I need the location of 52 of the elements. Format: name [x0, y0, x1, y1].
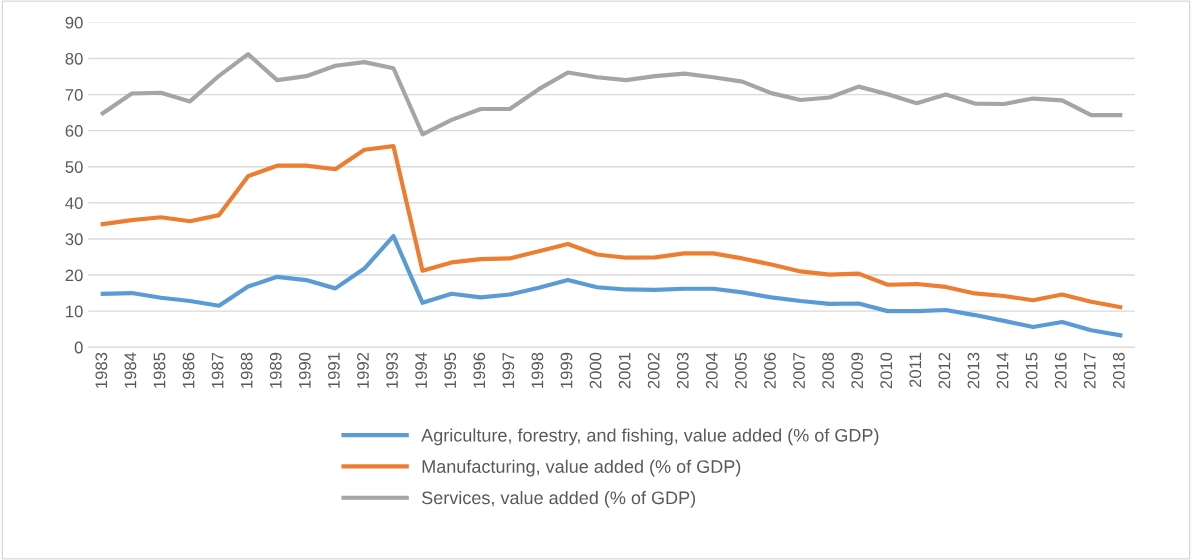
legend-label: Agriculture, forestry, and fishing, value added (% of GDP) — [421, 428, 879, 446]
x-tick-label: 2009 — [851, 352, 864, 389]
line-series — [100, 144, 1123, 310]
y-tick-label: 10 — [66, 305, 83, 318]
x-tick-label: 1996 — [473, 352, 486, 388]
x-tick-label: 1984 — [124, 352, 137, 388]
x-tick-label: 2015 — [1025, 352, 1038, 389]
x-tick-label: 2011 — [909, 352, 922, 388]
line-series — [100, 233, 1123, 338]
x-tick-label: 1988 — [240, 352, 253, 388]
legend-label: Manufacturing, value added (% of GDP) — [422, 459, 741, 477]
x-tick-label: 1986 — [182, 352, 195, 388]
y-tick-label: 70 — [65, 88, 83, 101]
x-tick-label: 1991 — [327, 352, 340, 388]
x-tick-label: 2006 — [764, 352, 776, 389]
x-tick-label: 2001 — [618, 352, 631, 389]
x-tick-label: 1987 — [211, 352, 224, 388]
x-tick-label: 1990 — [298, 352, 311, 388]
y-tick-label: 50 — [65, 161, 83, 173]
x-tick-label: 2000 — [589, 352, 602, 389]
x-tick-label: 2017 — [1083, 352, 1096, 389]
x-tick-label: 1998 — [531, 352, 544, 388]
x-tick-label: 1992 — [357, 352, 369, 388]
x-tick-label: 1993 — [386, 352, 398, 388]
x-tick-label: 1983 — [95, 352, 108, 388]
x-tick-label: 2014 — [996, 352, 1009, 389]
y-tick-label: 90 — [65, 16, 83, 29]
x-tick-label: 2003 — [676, 352, 689, 389]
y-tick-label: 60 — [65, 125, 83, 137]
x-tick-label: 2013 — [967, 352, 980, 389]
x-tick-label: 2012 — [938, 352, 951, 389]
y-tick-label: 30 — [65, 233, 83, 246]
x-tick-label: 2007 — [793, 352, 805, 389]
y-tick-label: 80 — [65, 52, 83, 65]
x-tick-label: 1997 — [502, 352, 515, 388]
x-tick-label: 1985 — [153, 352, 166, 388]
x-tick-label: 2018 — [1112, 352, 1125, 389]
y-tick-label: 20 — [65, 269, 83, 282]
x-tick-label: 1995 — [444, 352, 457, 388]
y-tick-label: 0 — [74, 341, 83, 354]
x-tick-label: 1999 — [560, 352, 573, 388]
y-tick-label: 40 — [65, 197, 83, 210]
x-tick-label: 2008 — [822, 352, 835, 389]
x-tick-label: 2016 — [1054, 352, 1067, 389]
x-tick-label: 1994 — [415, 352, 427, 388]
x-tick-label: 1989 — [269, 352, 282, 388]
x-tick-label: 2002 — [647, 352, 660, 389]
x-tick-label: 2005 — [734, 352, 747, 389]
x-tick-label: 2010 — [880, 352, 893, 389]
legend-label: Services, value added (% of GDP) — [422, 490, 696, 508]
x-tick-label: 2004 — [705, 352, 718, 389]
line-series — [100, 52, 1123, 137]
